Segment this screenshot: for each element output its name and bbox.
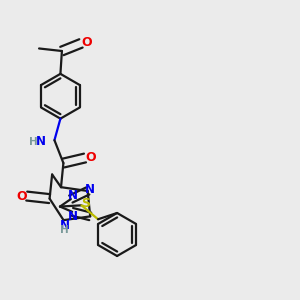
Text: N: N — [68, 189, 78, 202]
Text: N: N — [36, 135, 46, 148]
Text: N: N — [85, 183, 95, 196]
Text: H: H — [29, 137, 38, 147]
Text: S: S — [81, 197, 90, 210]
Text: N: N — [59, 219, 69, 232]
Text: O: O — [16, 190, 27, 202]
Text: N: N — [68, 210, 78, 223]
Text: H: H — [60, 225, 69, 235]
Text: O: O — [81, 36, 92, 49]
Text: O: O — [85, 151, 96, 164]
